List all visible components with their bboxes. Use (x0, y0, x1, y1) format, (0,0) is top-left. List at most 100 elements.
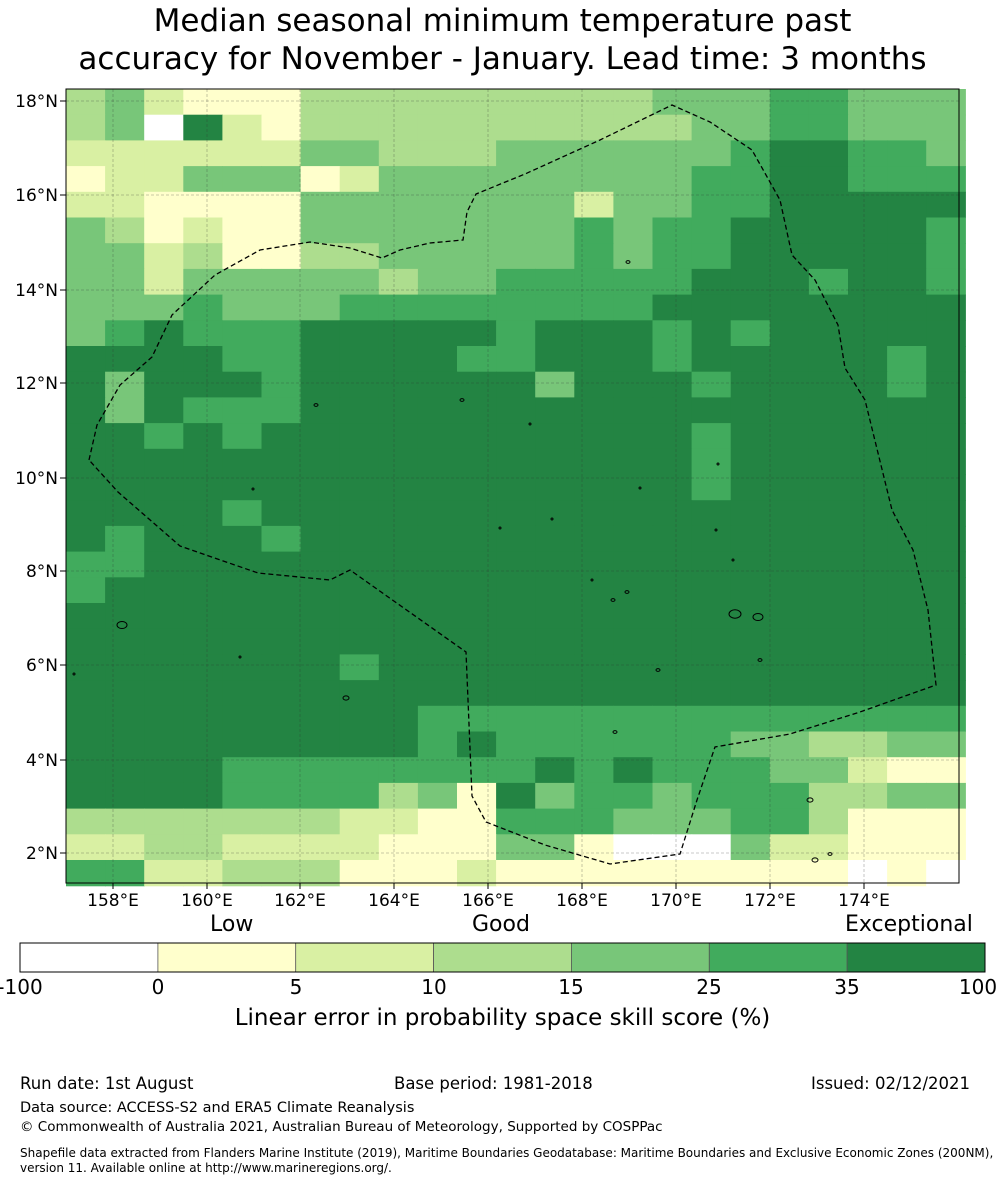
grid-cell (730, 757, 771, 784)
grid-cell (378, 166, 419, 193)
grid-cell (300, 680, 341, 707)
grid-cell (222, 603, 263, 630)
grid-cell (105, 140, 145, 167)
grid-cell (887, 731, 927, 758)
grid-cell (887, 243, 927, 270)
eez-boundary (88, 104, 937, 865)
grid-cell (183, 808, 223, 835)
grid-cell (417, 114, 458, 141)
grid-cell (66, 731, 106, 758)
grid-cell (144, 603, 184, 630)
grid-cell (887, 268, 927, 296)
grid-cell (183, 757, 223, 784)
grid-cell (261, 243, 302, 270)
grid-cell (222, 268, 263, 296)
grid-cell (66, 525, 106, 553)
colorbar-segment (708, 942, 848, 973)
grid-cell (887, 140, 927, 167)
grid-cell (808, 782, 849, 810)
grid-cell (808, 525, 849, 553)
grid-cell (183, 371, 223, 398)
grid-cell (613, 654, 654, 681)
colorbar-low-label: Low (210, 912, 254, 937)
colorbar-tick: 15 (558, 975, 584, 999)
grid-cell (652, 346, 693, 373)
grid-cell (300, 474, 341, 501)
grid-cell (574, 320, 614, 347)
grid-cell (66, 808, 106, 835)
grid-cell (691, 654, 732, 681)
grid-cell (261, 628, 302, 655)
grid-cell (496, 757, 536, 784)
grid-cell (848, 705, 888, 733)
grid-cell (144, 551, 184, 578)
grid-cell (848, 191, 888, 219)
grid-cell (887, 680, 927, 707)
grid-cell (183, 500, 223, 527)
grid-cell (261, 166, 302, 193)
grid-cell (926, 680, 966, 707)
grid-cell (613, 397, 654, 424)
grid-cell (183, 423, 223, 450)
grid-cell (613, 89, 654, 116)
grid-cell (848, 140, 888, 167)
grid-cell (105, 217, 145, 244)
grid-cell (613, 860, 654, 887)
grid-cell (261, 551, 302, 578)
grid-cell (496, 89, 536, 116)
grid-cell (339, 243, 380, 270)
grid-cell (261, 654, 302, 681)
grid-cell (926, 140, 966, 167)
grid-cell (183, 834, 223, 861)
grid-cell (222, 474, 263, 501)
grid-cell (652, 603, 693, 630)
grid-cell (222, 217, 263, 244)
grid-cell (730, 628, 771, 655)
grid-cell (496, 551, 536, 578)
grid-cell (457, 551, 497, 578)
grid-cell (300, 525, 341, 553)
grid-cell (417, 89, 458, 116)
grid-cell (730, 140, 771, 167)
grid-cell (183, 268, 223, 296)
grid-cell (926, 474, 966, 501)
grid-cell (535, 320, 575, 347)
grid-cell (613, 525, 654, 553)
grid-cell (496, 217, 536, 244)
grid-cell (222, 782, 263, 810)
grid-cell (66, 397, 106, 424)
grid-cell (496, 423, 536, 450)
grid-cell (496, 782, 536, 810)
grid-cell (730, 423, 771, 450)
grid-cell (144, 166, 184, 193)
grid-cell (613, 757, 654, 784)
grid-cell (926, 603, 966, 630)
grid-cell (574, 448, 614, 476)
grid-cell (222, 89, 263, 116)
grid-cell (496, 371, 536, 398)
grid-cell (457, 294, 497, 321)
grid-cell (652, 577, 693, 604)
grid-cell (652, 782, 693, 810)
colorbar-segment (433, 942, 572, 973)
island-outline (528, 422, 532, 426)
grid-cell (574, 680, 614, 707)
grid-cell (652, 191, 693, 219)
grid-cell (848, 346, 888, 373)
grid-cell (222, 191, 263, 219)
grid-cell (848, 268, 888, 296)
lon-label-170: 170°E (650, 891, 702, 911)
grid-cell (613, 551, 654, 578)
grid-cell (261, 423, 302, 450)
grid-cell (378, 834, 419, 861)
grid-cell (769, 808, 810, 835)
grid-cell (535, 603, 575, 630)
grid-cell (222, 551, 263, 578)
grid-cell (183, 346, 223, 373)
grid-cell (535, 423, 575, 450)
grid-cell (848, 320, 888, 347)
grid-cell (574, 423, 614, 450)
map-frame (65, 88, 960, 884)
island-outline (716, 462, 720, 466)
grid-cell (730, 191, 771, 219)
